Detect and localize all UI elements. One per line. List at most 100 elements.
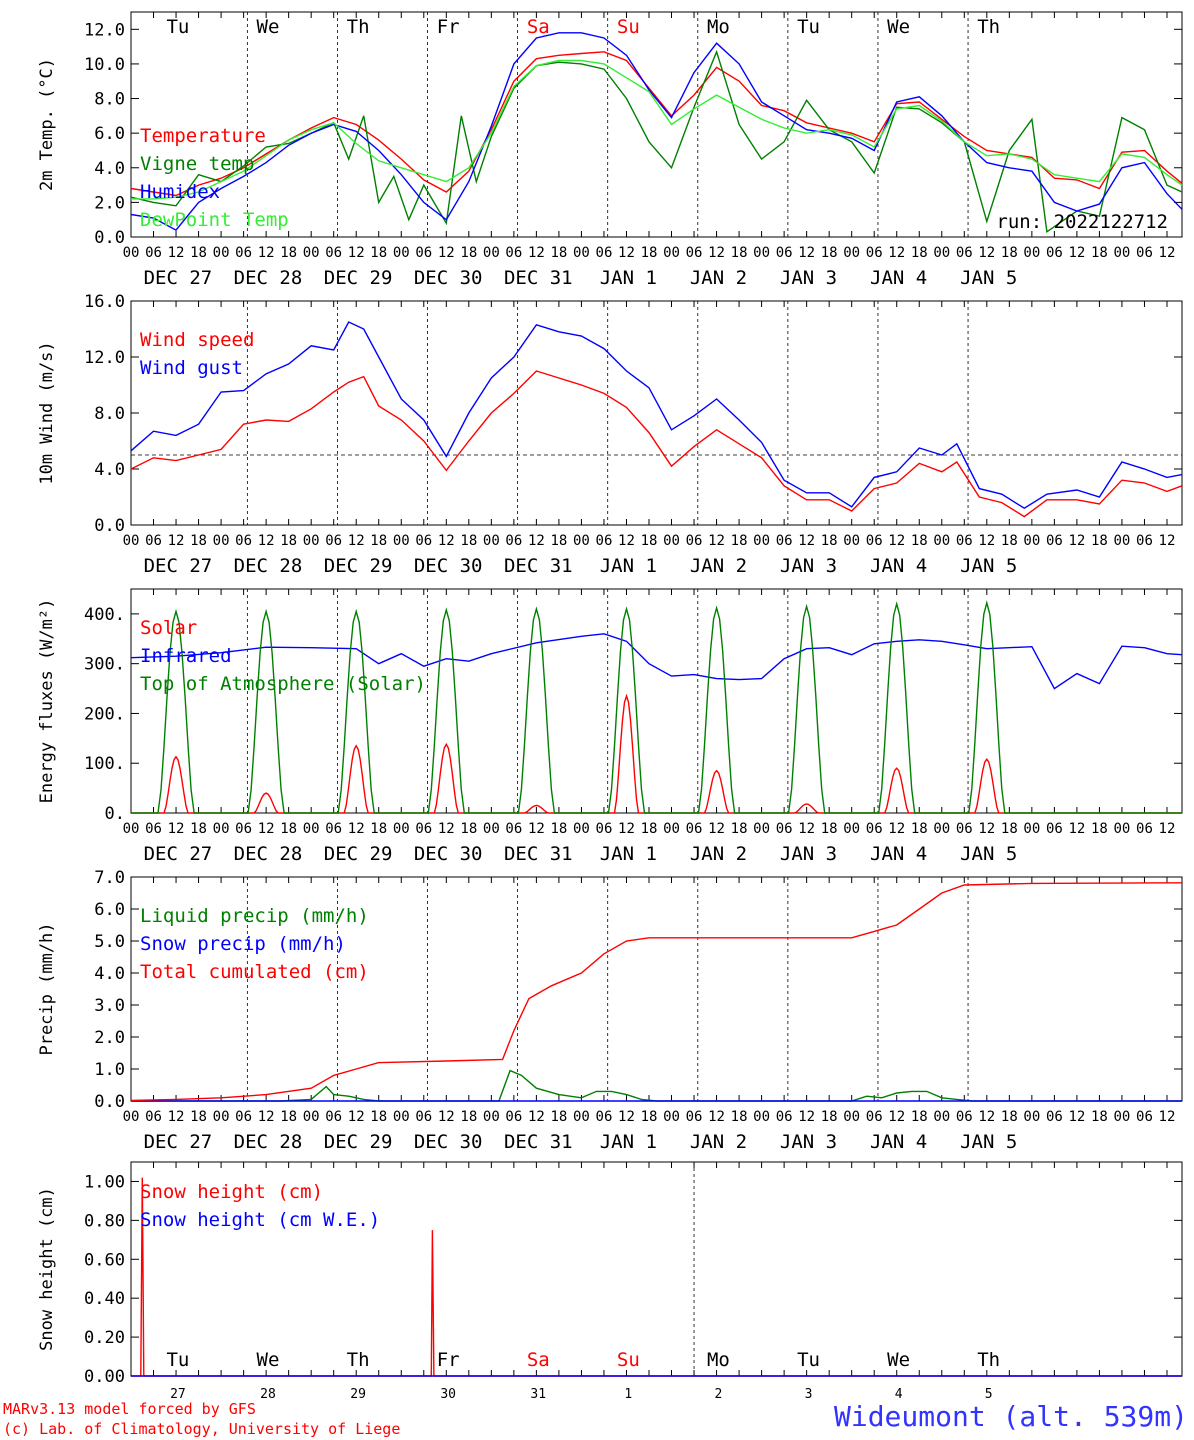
weekday-label-top: Sa <box>527 16 550 38</box>
hour-tick-label: 12 <box>168 533 185 549</box>
date-label: DEC 27 <box>144 843 213 865</box>
hour-tick-label: 06 <box>956 821 973 837</box>
y-tick-label: 0.00 <box>84 1367 125 1387</box>
hour-tick-label: 00 <box>483 1109 500 1125</box>
hour-tick-label: 00 <box>123 533 140 549</box>
hour-tick-label: 18 <box>550 821 567 837</box>
hour-tick-label: 18 <box>550 1109 567 1125</box>
hour-tick-label: 18 <box>190 245 207 261</box>
date-label: JAN 2 <box>690 555 747 577</box>
weekday-label-bottom: Th <box>347 1349 370 1371</box>
date-label: JAN 2 <box>690 267 747 289</box>
weekday-label-top: Mo <box>707 16 730 38</box>
hour-tick-label: 06 <box>686 1109 703 1125</box>
hour-tick-label: 06 <box>235 1109 252 1125</box>
date-number: 5 <box>985 1387 993 1400</box>
date-number: 28 <box>260 1387 276 1400</box>
hour-tick-label: 06 <box>1136 533 1153 549</box>
hour-tick-label: 12 <box>618 1109 635 1125</box>
hour-tick-label: 06 <box>866 821 883 837</box>
date-label: JAN 1 <box>600 267 657 289</box>
hour-tick-label: 18 <box>460 245 477 261</box>
series-line-infrared <box>130 633 1183 690</box>
weekday-label-bottom: Tu <box>797 1349 820 1371</box>
date-label: JAN 5 <box>960 555 1017 577</box>
y-tick-label: 8.0 <box>94 90 125 110</box>
series-line-total-cumulated-cm- <box>130 882 1183 1102</box>
hour-tick-label: 06 <box>776 245 793 261</box>
hour-tick-label: 12 <box>438 1109 455 1125</box>
hour-tick-label: 06 <box>505 245 522 261</box>
hour-tick-label: 00 <box>753 1109 770 1125</box>
hour-tick-label: 18 <box>370 533 387 549</box>
hour-tick-label: 06 <box>686 533 703 549</box>
hour-tick-label: 18 <box>1091 533 1108 549</box>
hour-tick-label: 12 <box>708 533 725 549</box>
hour-tick-label: 06 <box>415 821 432 837</box>
hour-tick-label: 00 <box>843 1109 860 1125</box>
legend-entry: Top of Atmosphere (Solar) <box>140 673 426 695</box>
hour-tick-label: 12 <box>1159 821 1176 837</box>
date-label: JAN 1 <box>600 555 657 577</box>
y-tick-label: 7.0 <box>94 868 125 888</box>
hour-tick-label: 12 <box>618 245 635 261</box>
hour-tick-label: 12 <box>168 245 185 261</box>
plot-frame <box>130 300 1183 526</box>
hour-tick-label: 00 <box>843 245 860 261</box>
meteogram: 0.02.04.06.08.010.012.02m Temp. (°C) Temp… <box>37 11 1183 1400</box>
date-label: DEC 28 <box>234 1131 303 1153</box>
hour-tick-label: 12 <box>1068 821 1085 837</box>
date-number: 29 <box>350 1387 366 1400</box>
date-label: JAN 4 <box>870 555 927 577</box>
hour-tick-label: 18 <box>731 245 748 261</box>
hour-tick-label: 12 <box>618 533 635 549</box>
y-tick-label: 3.0 <box>94 996 125 1016</box>
hour-tick-label: 18 <box>280 533 297 549</box>
date-label: JAN 3 <box>780 1131 837 1153</box>
hour-tick-label: 12 <box>348 821 365 837</box>
hour-tick-label: 12 <box>798 821 815 837</box>
y-axis-label: Energy fluxes (W/m²) <box>37 599 57 804</box>
hour-tick-label: 00 <box>843 821 860 837</box>
hour-tick-label: 06 <box>415 533 432 549</box>
y-tick-label: 4.0 <box>94 964 125 984</box>
hour-tick-label: 18 <box>821 245 838 261</box>
weekday-label-top: Su <box>617 16 640 38</box>
hour-tick-label: 06 <box>596 821 613 837</box>
hour-tick-label: 06 <box>686 821 703 837</box>
hour-tick-label: 12 <box>1068 533 1085 549</box>
hour-tick-label: 12 <box>438 821 455 837</box>
date-number: 3 <box>805 1387 813 1400</box>
legend-entry: Snow height (cm) <box>140 1181 323 1203</box>
y-tick-label: 2.0 <box>94 1028 125 1048</box>
legend-entry: Solar <box>140 617 197 639</box>
y-axis-label: Precip (mm/h) <box>37 922 57 1055</box>
hour-tick-label: 18 <box>1091 245 1108 261</box>
plot-frame <box>130 588 1183 814</box>
hour-tick-label: 00 <box>843 533 860 549</box>
hour-tick-label: 00 <box>753 821 770 837</box>
hour-tick-label: 00 <box>483 245 500 261</box>
y-tick-label: 6.0 <box>94 124 125 144</box>
hour-tick-label: 12 <box>348 245 365 261</box>
y-tick-label: 6.0 <box>94 900 125 920</box>
hour-tick-label: 06 <box>325 1109 342 1125</box>
legend-entry: Wind speed <box>140 329 254 351</box>
hour-tick-label: 12 <box>258 1109 275 1125</box>
hour-tick-label: 12 <box>348 1109 365 1125</box>
hour-tick-label: 12 <box>978 1109 995 1125</box>
legend-entry: Wind gust <box>140 357 243 379</box>
date-label: JAN 5 <box>960 1131 1017 1153</box>
hour-tick-label: 00 <box>663 533 680 549</box>
y-tick-label: 100. <box>84 754 125 774</box>
hour-tick-label: 18 <box>1001 533 1018 549</box>
y-tick-label: 400. <box>84 605 125 625</box>
weekday-label-bottom: Fr <box>437 1349 460 1371</box>
hour-tick-label: 18 <box>731 533 748 549</box>
hour-tick-label: 00 <box>303 1109 320 1125</box>
hour-tick-label: 06 <box>325 533 342 549</box>
y-tick-label: 16.0 <box>84 292 125 312</box>
station-title: Wideumont (alt. 539m) <box>833 1400 1188 1433</box>
date-label: DEC 31 <box>504 1131 573 1153</box>
hour-tick-label: 06 <box>956 1109 973 1125</box>
